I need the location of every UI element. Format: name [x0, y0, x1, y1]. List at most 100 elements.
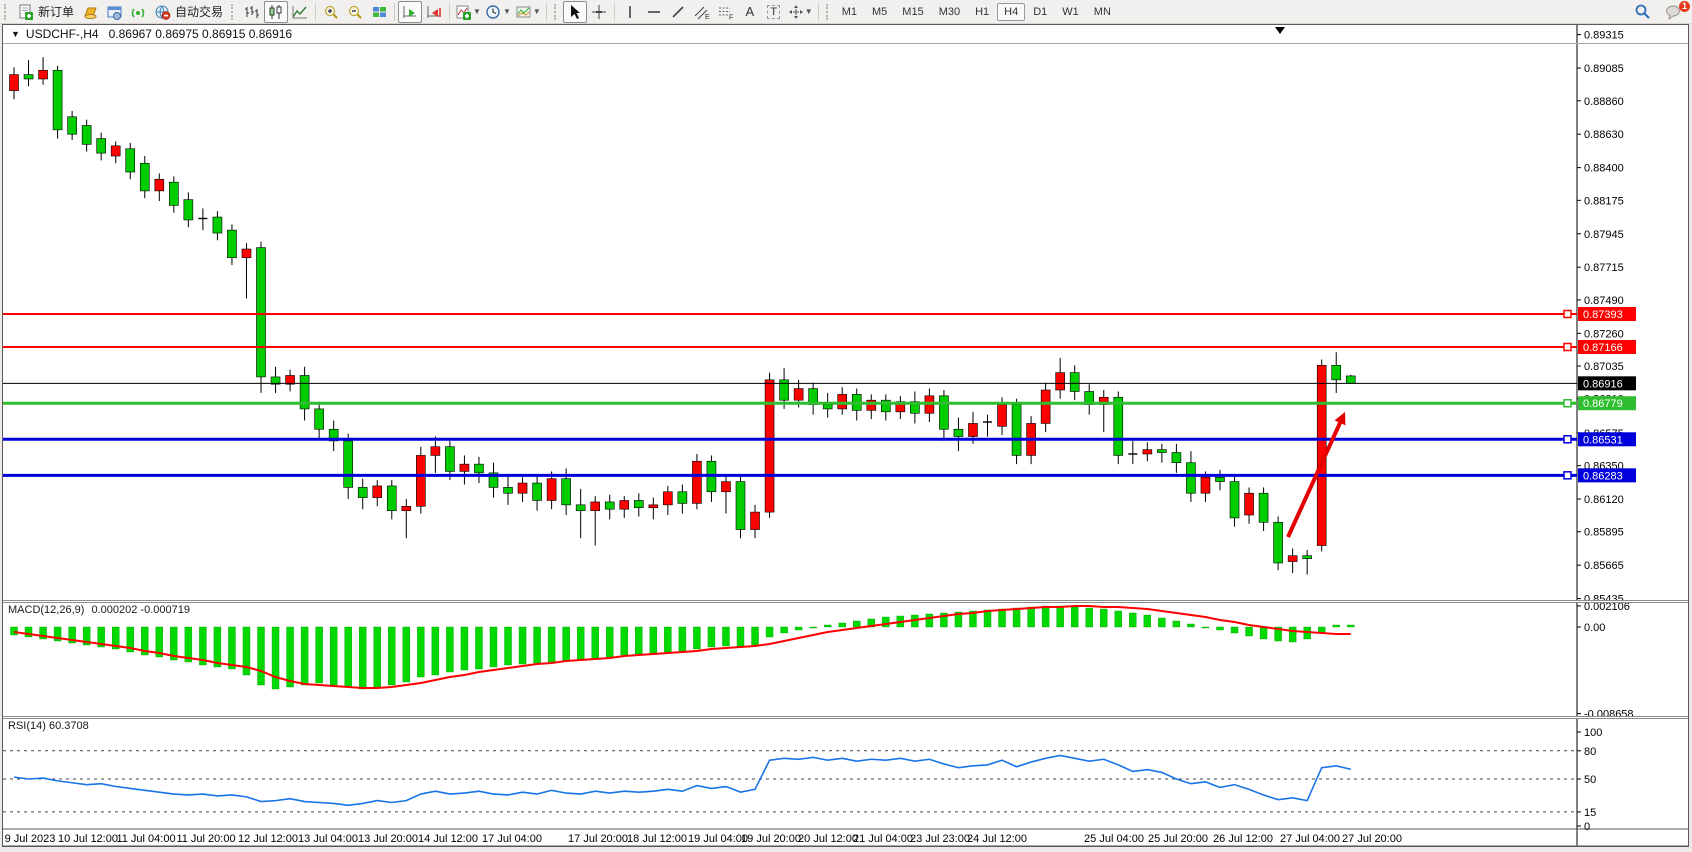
- dropdown-caret: ▼: [502, 7, 511, 16]
- signals-button[interactable]: [126, 1, 150, 23]
- rsi-pane[interactable]: 100 80 50 15 0: [3, 727, 1602, 833]
- auto-trading-label[interactable]: 自动交易: [175, 5, 224, 19]
- svg-text:26 Jul 12:00: 26 Jul 12:00: [1213, 833, 1273, 845]
- templates-button[interactable]: ▼: [513, 1, 543, 23]
- vertical-line-button[interactable]: [618, 1, 642, 23]
- svg-text:0.86283: 0.86283: [1583, 470, 1623, 482]
- svg-text:0.86779: 0.86779: [1583, 398, 1623, 410]
- chart-menu-caret-icon[interactable]: ▼: [11, 29, 20, 39]
- svg-text:20 Jul 12:00: 20 Jul 12:00: [798, 833, 858, 845]
- profiles-button[interactable]: [78, 1, 102, 23]
- svg-text:11 Jul 04:00: 11 Jul 04:00: [116, 833, 175, 845]
- svg-text:0.86120: 0.86120: [1584, 494, 1624, 506]
- toolbar-grip[interactable]: [553, 3, 560, 20]
- auto-scroll-button[interactable]: [398, 0, 423, 23]
- svg-text:19 Jul 04:00: 19 Jul 04:00: [688, 833, 748, 845]
- toolbar-grip[interactable]: [825, 3, 832, 20]
- macd-pane-resize-handle[interactable]: [3, 600, 1688, 603]
- svg-text:0.87393: 0.87393: [1583, 309, 1623, 321]
- toolbar-grip[interactable]: [231, 3, 237, 20]
- horizontal-line-button[interactable]: [642, 1, 666, 23]
- notifications-button[interactable]: 1: [1662, 0, 1690, 23]
- bar-chart-icon: [245, 5, 260, 18]
- notification-bubble-icon: [1666, 5, 1680, 20]
- svg-text:80: 80: [1584, 746, 1596, 758]
- text-button[interactable]: A: [738, 1, 762, 23]
- indicators-button[interactable]: ▼: [453, 1, 483, 23]
- trend-annotation-arrow[interactable]: [1286, 412, 1346, 538]
- text-icon: A: [745, 4, 755, 19]
- timeframe-h4-button[interactable]: H4: [997, 2, 1026, 21]
- chart-shift-button[interactable]: [422, 1, 446, 23]
- candlestick-chart-button[interactable]: [264, 0, 289, 23]
- zoom-out-button[interactable]: [343, 1, 367, 23]
- svg-text:24 Jul 12:00: 24 Jul 12:00: [967, 833, 1027, 845]
- auto-trading-icon: [155, 5, 170, 20]
- auto-scroll-icon: [403, 5, 417, 18]
- zoom-out-icon: [348, 5, 362, 19]
- toolbar-separator: [817, 2, 819, 21]
- svg-text:13 Jul 04:00: 13 Jul 04:00: [298, 833, 358, 845]
- svg-text:11 Jul 20:00: 11 Jul 20:00: [176, 833, 235, 845]
- trendline-button[interactable]: [666, 1, 690, 23]
- horizontal-line-objects[interactable]: 0.87393 0.87166 0.86916 0.86779 0.86531 0.862…: [3, 307, 1636, 483]
- templates-icon: [516, 6, 531, 17]
- svg-text:9 Jul 2023: 9 Jul 2023: [5, 833, 56, 845]
- timeframe-w1-button[interactable]: W1: [1062, 5, 1079, 18]
- zoom-in-button[interactable]: [319, 1, 343, 23]
- crosshair-button[interactable]: [587, 1, 611, 23]
- scroll-end-marker-icon: [1275, 27, 1285, 34]
- timeframe-d1-button[interactable]: D1: [1033, 5, 1048, 18]
- svg-text:25 Jul 04:00: 25 Jul 04:00: [1084, 833, 1144, 845]
- toolbar-separator: [394, 2, 396, 21]
- timeframe-mn-button[interactable]: MN: [1093, 5, 1111, 18]
- macd-signal-line: [13, 605, 1351, 689]
- bar-chart-button[interactable]: [240, 1, 264, 23]
- svg-text:100: 100: [1584, 727, 1602, 739]
- timeframe-h1-button[interactable]: H1: [975, 5, 990, 18]
- svg-text:F: F: [729, 14, 733, 20]
- toolbar-separator: [315, 2, 317, 21]
- timeframe-m30-button[interactable]: M30: [938, 5, 961, 18]
- timeframe-m15-button[interactable]: M15: [902, 5, 924, 18]
- new-order-icon: [19, 4, 33, 20]
- toolbar-grip[interactable]: [4, 3, 10, 20]
- indicators-icon: [456, 5, 472, 20]
- svg-text:0.88860: 0.88860: [1584, 96, 1624, 108]
- timeframe-m1-button[interactable]: M1: [841, 5, 857, 18]
- timeframe-m5-button[interactable]: M5: [872, 5, 888, 18]
- cursor-icon: [570, 4, 580, 19]
- periods-button[interactable]: ▼: [483, 1, 513, 23]
- svg-text:23 Jul 23:00: 23 Jul 23:00: [910, 833, 970, 845]
- auto-trading-button[interactable]: [150, 1, 174, 23]
- trendline-icon: [672, 5, 684, 18]
- fibonacci-icon: F: [718, 7, 733, 20]
- svg-text:0.87166: 0.87166: [1583, 342, 1623, 354]
- tile-windows-icon: [372, 6, 386, 17]
- search-button[interactable]: [1630, 1, 1654, 23]
- periods-clock-icon: [486, 4, 500, 19]
- fibonacci-button[interactable]: F: [714, 1, 738, 23]
- arrows-button[interactable]: ▼: [786, 1, 815, 23]
- svg-text:E: E: [705, 14, 710, 20]
- toolbar-separator: [449, 2, 451, 21]
- text-label-button[interactable]: T: [762, 1, 786, 23]
- new-order-button[interactable]: [13, 1, 37, 23]
- equidistant-channel-button[interactable]: E: [690, 1, 714, 23]
- cursor-button[interactable]: [562, 0, 587, 23]
- svg-text:0.88400: 0.88400: [1584, 163, 1624, 175]
- terminal-button[interactable]: [102, 1, 126, 23]
- new-order-label[interactable]: 新订单: [38, 5, 75, 19]
- candlestick-series[interactable]: [9, 57, 1356, 575]
- chart-window: [2, 24, 1689, 847]
- rsi-line: [13, 754, 1351, 807]
- timeframe-group: M1 M5 M15 M30 H1 H4 D1 W1 MN: [835, 2, 1118, 21]
- tile-windows-button[interactable]: [367, 1, 391, 23]
- rsi-pane-resize-handle[interactable]: [3, 716, 1688, 719]
- line-chart-button[interactable]: [288, 1, 312, 23]
- svg-text:0.85895: 0.85895: [1584, 527, 1624, 539]
- title-divider: [3, 43, 1688, 44]
